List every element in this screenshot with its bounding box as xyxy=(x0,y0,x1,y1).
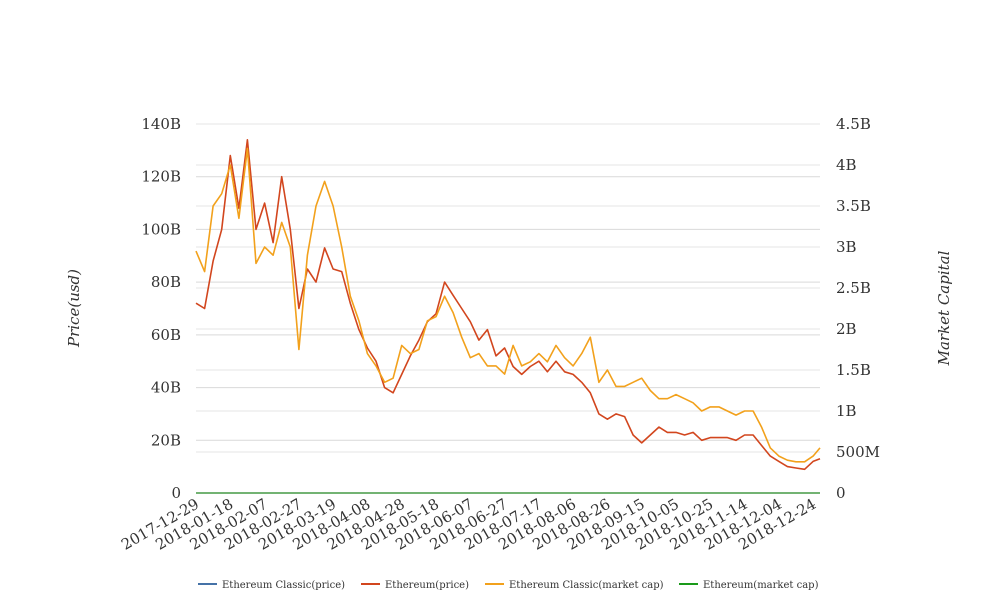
grid-lines xyxy=(196,123,820,453)
right-tick-label: 2.5B xyxy=(836,279,871,297)
x-axis-ticks: 2017-12-292018-01-182018-02-072018-02-27… xyxy=(118,495,819,554)
left-tick-label: 60B xyxy=(151,326,181,344)
series-line-ethereum-classic-market-cap xyxy=(195,147,821,463)
legend-item-ethereum-price[interactable]: Ethereum(price) xyxy=(361,580,469,591)
right-axis-title: Market Capital xyxy=(935,250,953,366)
left-tick-label: 100B xyxy=(141,220,181,238)
legend-label: Ethereum(price) xyxy=(385,580,469,591)
right-tick-label: 4B xyxy=(836,156,857,174)
right-tick-label: 3.5B xyxy=(836,197,871,215)
legend: Ethereum Classic(price) Ethereum(price) Et… xyxy=(198,580,819,591)
left-tick-label: 80B xyxy=(151,273,181,291)
right-tick-label: 0 xyxy=(836,484,846,502)
legend-item-ethereum-classic-price[interactable]: Ethereum Classic(price) xyxy=(198,580,345,591)
left-tick-label: 40B xyxy=(151,379,181,397)
legend-item-ethereum-market-cap[interactable]: Ethereum(market cap) xyxy=(679,580,819,591)
legend-item-ethereum-classic-market-cap[interactable]: Ethereum Classic(market cap) xyxy=(485,580,664,591)
left-axis-title: Price(usd) xyxy=(65,269,83,348)
right-axis-ticks: 0 500M 1B 1.5B 2B 2.5B 3B 3.5B 4B 4.5B xyxy=(836,115,880,502)
legend-label: Ethereum(market cap) xyxy=(703,580,819,591)
left-tick-label: 120B xyxy=(141,168,181,186)
left-tick-label: 20B xyxy=(151,431,181,449)
right-tick-label: 1.5B xyxy=(836,361,871,379)
right-tick-label: 500M xyxy=(836,443,880,461)
left-axis-ticks: 0 20B 40B 60B 80B 100B 120B 140B xyxy=(141,115,181,502)
left-tick-label: 0 xyxy=(171,484,181,502)
left-tick-label: 140B xyxy=(141,115,181,133)
legend-label: Ethereum Classic(market cap) xyxy=(509,580,664,591)
legend-label: Ethereum Classic(price) xyxy=(222,580,345,591)
right-tick-label: 3B xyxy=(836,238,857,256)
series-line-ethereum-price xyxy=(195,139,821,471)
right-tick-label: 2B xyxy=(836,320,857,338)
right-tick-label: 4.5B xyxy=(836,115,871,133)
right-tick-label: 1B xyxy=(836,402,857,420)
